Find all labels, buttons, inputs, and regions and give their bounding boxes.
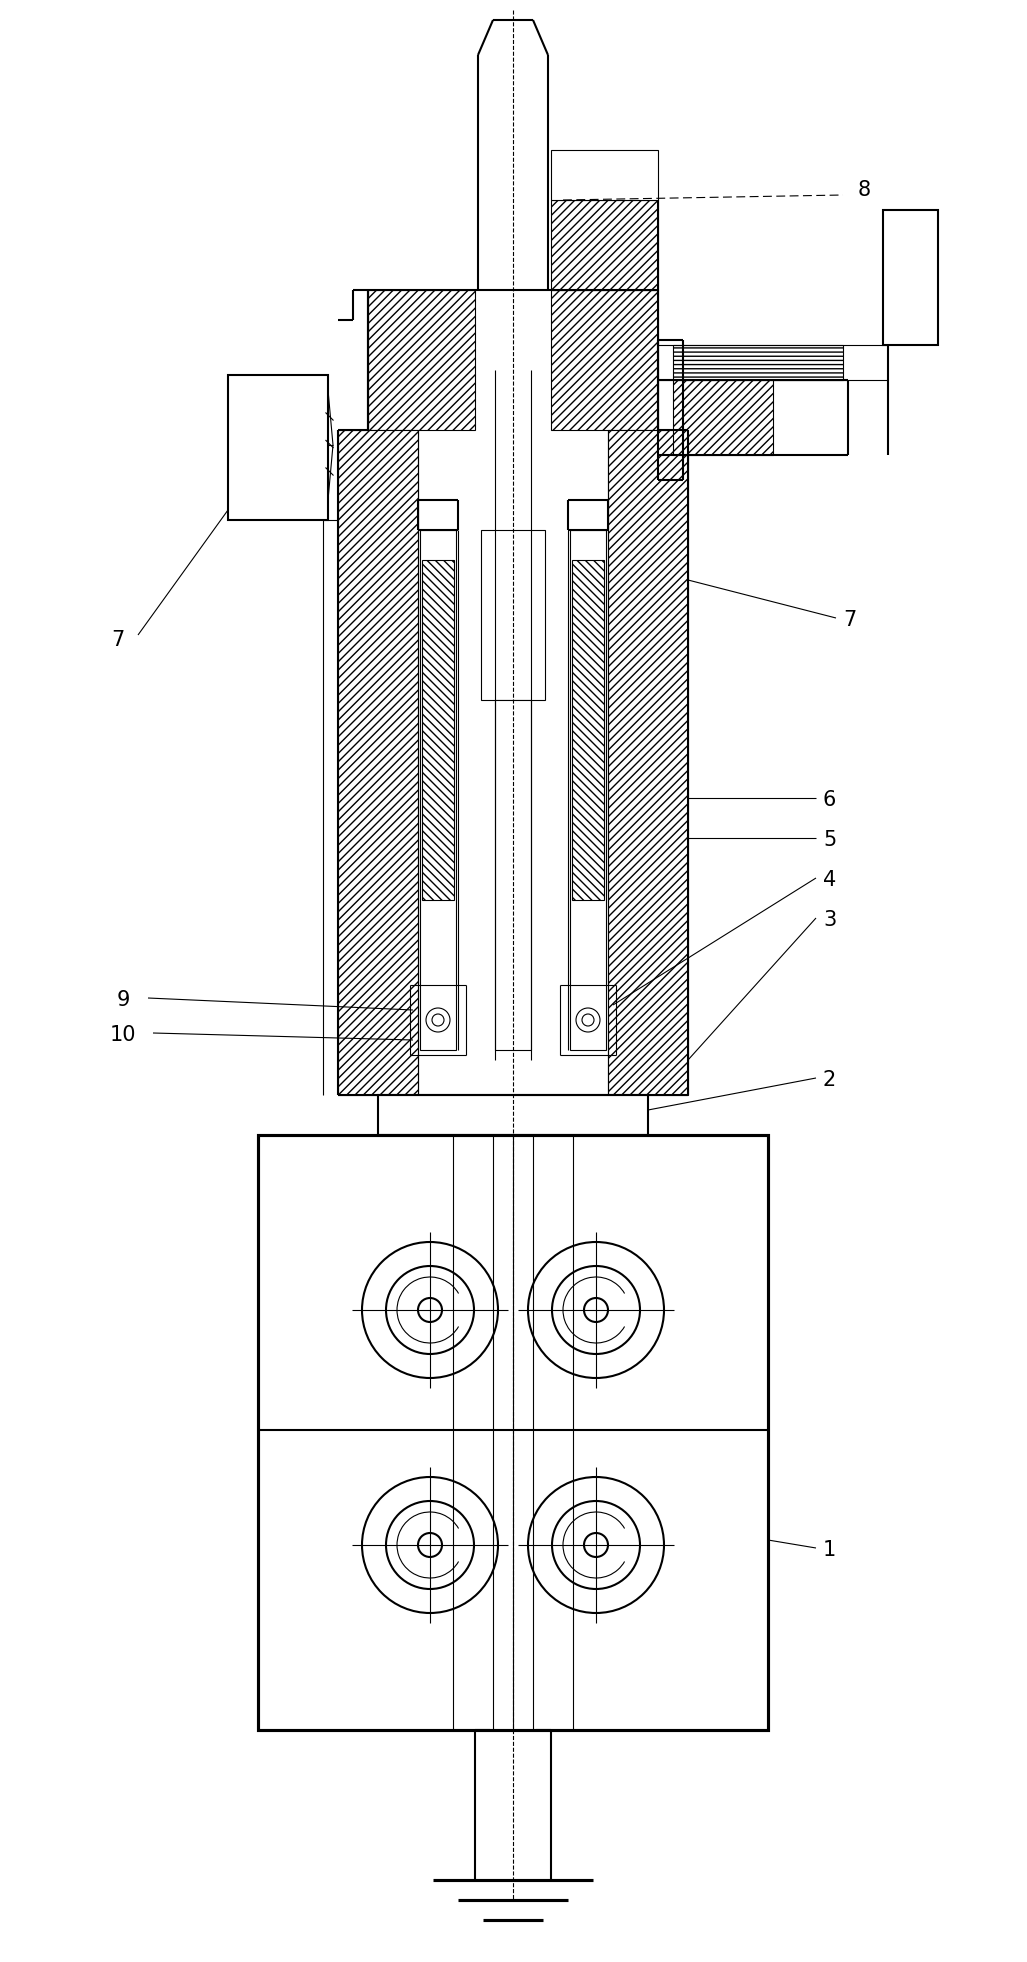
Text: 3: 3 — [823, 910, 836, 930]
Bar — [608, 430, 688, 1095]
Circle shape — [362, 1477, 498, 1613]
Bar — [673, 345, 843, 381]
Bar — [570, 530, 606, 1050]
Circle shape — [418, 1299, 442, 1322]
Bar — [551, 149, 658, 200]
Circle shape — [528, 1242, 664, 1377]
Circle shape — [528, 1477, 664, 1613]
Text: 4: 4 — [823, 869, 836, 891]
Bar — [481, 530, 545, 700]
Text: 8: 8 — [858, 181, 871, 200]
Circle shape — [386, 1265, 474, 1354]
Circle shape — [551, 1501, 640, 1589]
Bar — [378, 1095, 648, 1134]
Bar — [420, 530, 456, 1050]
Text: 7: 7 — [111, 630, 124, 649]
Bar — [551, 200, 658, 290]
Bar — [228, 375, 328, 520]
Bar — [572, 559, 604, 901]
Bar — [673, 381, 773, 455]
Text: 2: 2 — [823, 1069, 836, 1091]
Text: 1: 1 — [823, 1540, 836, 1560]
Bar — [258, 1134, 768, 1730]
Bar — [495, 700, 531, 1050]
Circle shape — [418, 1532, 442, 1558]
Bar — [338, 430, 418, 1095]
Text: 10: 10 — [110, 1024, 137, 1046]
Circle shape — [426, 1008, 450, 1032]
Circle shape — [551, 1265, 640, 1354]
Circle shape — [584, 1299, 608, 1322]
Text: 7: 7 — [843, 610, 857, 630]
Circle shape — [362, 1242, 498, 1377]
Bar — [368, 290, 476, 430]
Bar — [551, 290, 658, 430]
Text: 6: 6 — [823, 791, 836, 810]
Bar — [883, 210, 938, 345]
Text: 5: 5 — [823, 830, 836, 850]
Circle shape — [386, 1501, 474, 1589]
Circle shape — [576, 1008, 600, 1032]
Circle shape — [584, 1532, 608, 1558]
Bar — [422, 559, 454, 901]
Text: 9: 9 — [116, 991, 129, 1010]
